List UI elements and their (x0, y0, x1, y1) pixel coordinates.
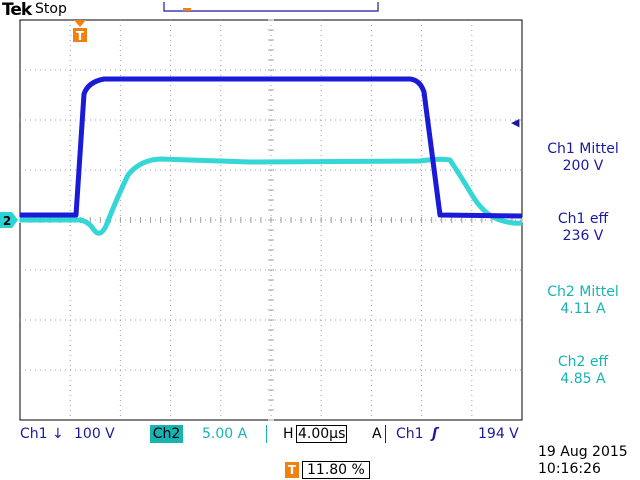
brand-logo: Tek (2, 0, 32, 20)
trigger-slope-icon: ʃ (432, 426, 438, 442)
measurement-ch1-mean: Ch1 Mittel 200 V (528, 141, 638, 175)
status-divider (266, 425, 267, 443)
ch2-label[interactable]: Ch2 (150, 425, 183, 443)
acquisition-label: A (372, 426, 382, 442)
trigger-position-value[interactable]: 11.80 % (302, 461, 370, 479)
trigger-glyph: T (76, 29, 85, 43)
ch2-ground-label: 2 (3, 214, 11, 228)
ch1-waveform (20, 76, 523, 219)
ch2-scale[interactable]: 5.00 A (202, 426, 248, 442)
measurement-value: 236 V (562, 228, 604, 244)
measurement-label: Ch1 Mittel (547, 141, 619, 157)
trigger-icon: T (285, 462, 299, 478)
measurement-ch1-rms: Ch1 eff 236 V (528, 211, 638, 245)
measurement-ch2-mean: Ch2 Mittel 4.11 A (528, 284, 638, 318)
trigger-level-arrow: ◀ (511, 116, 520, 129)
measurement-label: Ch2 Mittel (547, 284, 619, 300)
time-text: 10:16:26 (538, 461, 601, 477)
trigger-level[interactable]: 194 V (478, 426, 519, 442)
ch1-scale[interactable]: 100 V (74, 426, 115, 442)
measurement-value: 4.85 A (560, 371, 606, 387)
trigger-source[interactable]: Ch1 (396, 426, 424, 442)
trigger-position-icon (73, 28, 87, 42)
date-text: 19 Aug 2015 (538, 444, 628, 460)
status-divider (385, 425, 386, 443)
acquisition-state: Stop (35, 1, 67, 17)
measurement-value: 200 V (562, 158, 604, 174)
ch2-waveform (20, 156, 523, 236)
ch2-ground-marker (0, 212, 18, 228)
waveforms (20, 76, 523, 236)
record-position-bar[interactable] (163, 1, 379, 12)
measurement-label: Ch1 eff (557, 211, 609, 227)
measurement-value: 4.11 A (560, 301, 606, 317)
measurement-ch2-rms: Ch2 eff 4.85 A (528, 354, 638, 388)
screen-markers: T 2 ◀ (0, 20, 520, 228)
measurement-label: Ch2 eff (557, 354, 609, 370)
timestamp: 19 Aug 2015 10:16:26 (538, 444, 628, 478)
trigger-point-marker (74, 20, 86, 27)
horizontal-label: H (283, 426, 294, 442)
ch1-label[interactable]: Ch1 (20, 426, 48, 442)
horizontal-scale[interactable]: 4.00µs (296, 425, 348, 443)
graticule-grid (19, 19, 523, 421)
status-bar: Ch1 ↓ 100 V Ch2 5.00 A H 4.00µs A Ch1 ʃ … (18, 425, 526, 443)
ch1-coupling-icon: ↓ (52, 426, 64, 442)
